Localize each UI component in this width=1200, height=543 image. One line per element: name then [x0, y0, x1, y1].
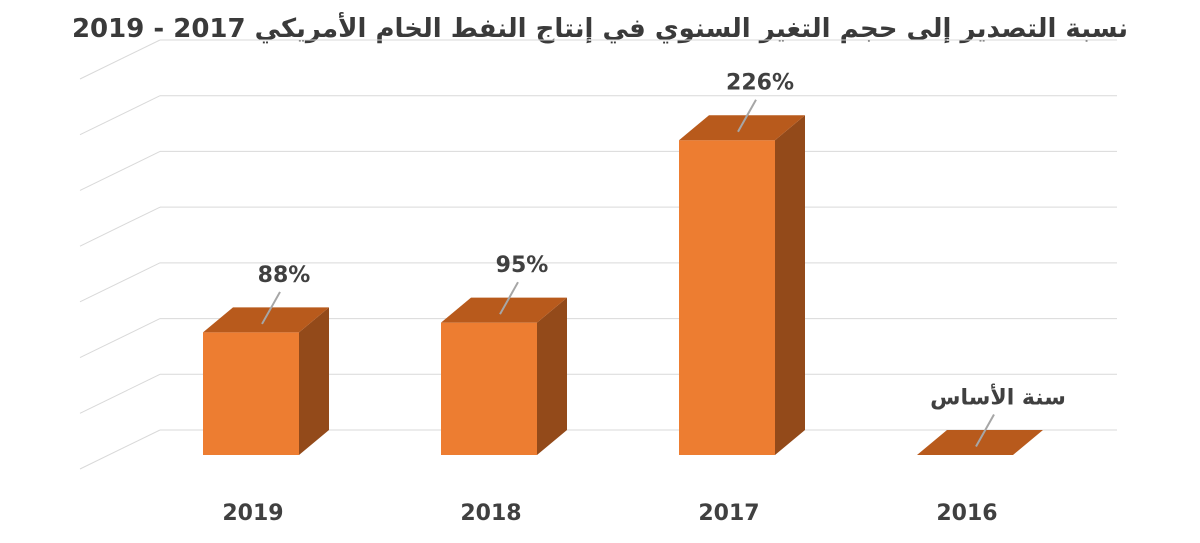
data-label: 88%	[258, 263, 311, 288]
bar-top	[679, 115, 805, 141]
bar-front	[203, 332, 299, 455]
bar-front	[441, 322, 537, 455]
leader-line	[975, 414, 995, 447]
leader-line	[737, 99, 757, 133]
bar-top	[441, 297, 567, 323]
gridline-depth	[79, 262, 161, 303]
gridline-depth	[79, 150, 161, 191]
chart-title: نسبة التصدير إلى حجم التغير السنوي في إن…	[71, 14, 1129, 44]
data-label: 226%	[726, 71, 794, 96]
bar-top	[203, 307, 329, 333]
bar-front	[679, 140, 775, 455]
bar-top	[917, 430, 1043, 455]
bar-2018	[441, 297, 567, 455]
category-label: 2018	[460, 501, 521, 526]
data-label: 95%	[496, 253, 549, 278]
gridline-depth	[79, 318, 161, 359]
gridline-depth	[79, 429, 161, 470]
gridline-depth	[79, 39, 161, 80]
category-label: 2017	[698, 501, 759, 526]
bars	[203, 115, 1043, 455]
category-label: 2019	[222, 501, 283, 526]
bar-2019	[203, 307, 329, 455]
data-label: سنة الأساس	[930, 383, 1066, 411]
bar-2017	[679, 115, 805, 455]
data-labels: 88% 95% 226% سنة الأساس	[258, 71, 1066, 447]
gridline-depth	[79, 206, 161, 247]
category-label: 2016	[936, 501, 997, 526]
category-axis: 2019 2018 2017 2016	[222, 501, 997, 526]
bar-side	[775, 115, 805, 455]
gridline-depth	[79, 373, 161, 414]
bar-side	[537, 297, 567, 455]
leader-line	[499, 281, 519, 315]
leader-line	[261, 291, 281, 325]
bar-2016	[917, 430, 1043, 455]
bar-side	[299, 307, 329, 455]
gridline-depth	[79, 95, 161, 136]
